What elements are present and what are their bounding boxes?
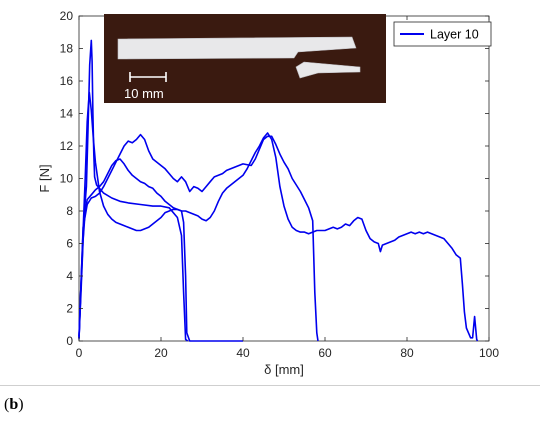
y-tick-label: 18	[60, 42, 74, 56]
plot-area	[78, 15, 490, 342]
series-line-3	[78, 133, 319, 342]
chart-figure: 0 20 40 60 80 100 0 2 4 6 8 10 12 14 16 18 20 δ [mm] F […	[37, 9, 500, 377]
y-tick-label: 20	[60, 9, 74, 23]
y-tick-label: 8	[66, 204, 73, 218]
series-line-1	[78, 39, 189, 342]
y-tick-label: 6	[66, 237, 73, 251]
x-tick-label: 20	[154, 346, 168, 360]
scale-bar	[129, 72, 167, 82]
y-tick-label: 4	[66, 269, 73, 283]
scale-bar-label: 10 mm	[124, 86, 164, 101]
y-tick-label: 12	[60, 139, 74, 153]
y-tick-label: 16	[60, 74, 74, 88]
x-tick-label: 100	[479, 346, 499, 360]
panel-label-open-paren: (	[4, 396, 10, 413]
x-tick-label: 80	[400, 346, 414, 360]
caption-divider	[0, 385, 540, 386]
specimen-strip	[117, 36, 361, 79]
x-tick-label: 0	[76, 346, 83, 360]
legend: Layer 10	[393, 21, 492, 47]
y-tick-label: 14	[60, 107, 74, 121]
y-tick-label: 10	[60, 172, 74, 186]
x-axis-label: δ [mm]	[264, 362, 304, 377]
y-tick-label: 2	[66, 302, 73, 316]
panel-label-close-paren: )	[18, 396, 24, 413]
legend-entry-label: Layer 10	[430, 28, 479, 42]
y-axis-label: F [N]	[37, 164, 52, 192]
x-tick-label: 60	[318, 346, 332, 360]
panel-label: (b)	[4, 396, 24, 414]
series-line-4	[78, 91, 479, 342]
y-tick-label: 0	[66, 334, 73, 348]
axis-ticks: 0 20 40 60 80 100 0 2 4 6 8 10 12 14 16 18 20	[60, 9, 500, 360]
panel-label-letter: b	[9, 396, 19, 413]
x-tick-label: 40	[236, 346, 250, 360]
specimen-photo-inset: 10 mm	[104, 14, 386, 103]
